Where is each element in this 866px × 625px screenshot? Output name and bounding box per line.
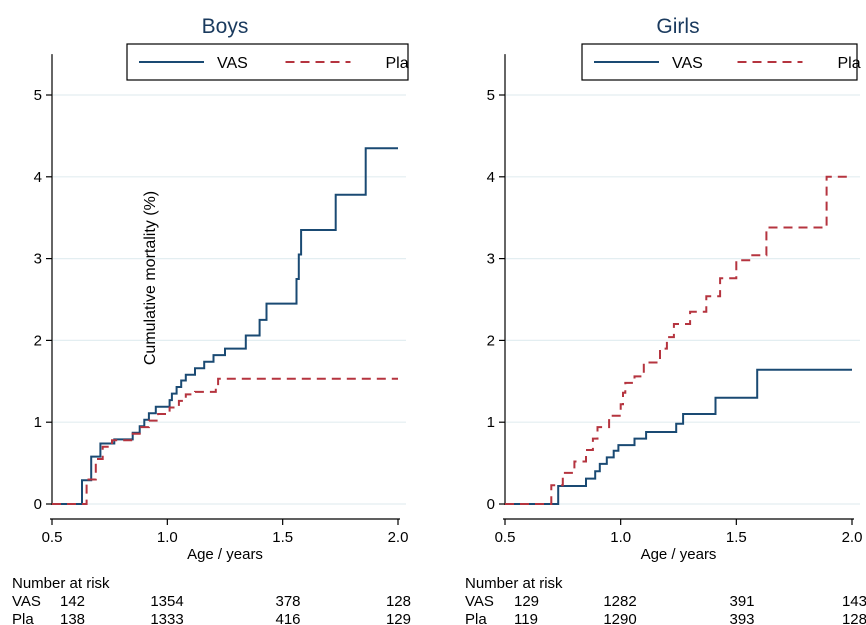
chart-title: Girls [656,15,699,38]
x-tick-label: 2.0 [388,529,409,546]
y-tick-label: 4 [34,169,42,186]
x-tick-label: 1.0 [610,529,631,546]
x-axis-label: Age / years [641,546,717,563]
y-tick-label: 1 [34,414,42,431]
x-tick-label: 1.5 [726,529,747,546]
legend-box [126,43,409,81]
risk-value: 1290 [603,611,636,625]
risk-value: 416 [275,611,300,625]
legend: VAS Pla [126,43,409,81]
risk-value: 142 [60,593,85,610]
series-line-pla [52,377,398,505]
legend: VAS Pla [581,43,861,81]
risk-value: 1282 [603,593,636,610]
risk-value: 393 [729,611,754,625]
risk-table-title: Number at risk [12,575,110,592]
risk-value: 129 [386,611,411,625]
risk-row-label: VAS [465,593,494,610]
x-tick-label: 2.0 [842,529,863,546]
risk-value: 128 [386,593,411,610]
risk-row-label: VAS [12,593,41,610]
x-tick-label: 1.0 [157,529,178,546]
risk-value: 129 [514,593,539,610]
legend-label: VAS [672,55,703,72]
series-line-vas [505,368,852,505]
y-tick-label: 2 [487,332,495,349]
x-tick-label: 0.5 [42,529,63,546]
legend-label: Pla [838,55,861,72]
risk-value: 119 [514,611,538,625]
series-line-pla [505,175,852,505]
risk-value: 1333 [150,611,183,625]
y-tick-label: 0 [487,496,495,513]
series-line-vas [52,147,398,505]
x-axis-label: Age / years [187,546,263,563]
risk-value: 1354 [150,593,183,610]
y-tick-label: 1 [487,414,495,431]
risk-value: 143 [842,593,866,610]
y-tick-label: 4 [487,169,495,186]
risk-row-label: Pla [465,611,487,625]
y-tick-label: 5 [34,87,42,104]
chart-title: Boys [202,15,249,38]
risk-value: 378 [275,593,300,610]
y-tick-label: 2 [34,332,42,349]
risk-value: 138 [60,611,85,625]
y-tick-label: 0 [34,496,42,513]
y-axis-label: Cumulative mortality (%) [142,191,159,365]
chart-panel-boys: 0 1 2 3 4 5 0.5 1.0 1.5 2.0 Age / years Boys Cumulat… [12,15,411,625]
risk-value: 391 [729,593,754,610]
risk-value: 128 [842,611,866,625]
risk-table-title: Number at risk [465,575,563,592]
y-tick-label: 3 [487,251,495,268]
x-tick-label: 1.5 [272,529,293,546]
legend-label: Pla [386,55,409,72]
y-tick-label: 3 [34,251,42,268]
legend-label: VAS [217,55,248,72]
y-tick-label: 5 [487,87,495,104]
x-tick-label: 0.5 [495,529,516,546]
risk-row-label: Pla [12,611,34,625]
